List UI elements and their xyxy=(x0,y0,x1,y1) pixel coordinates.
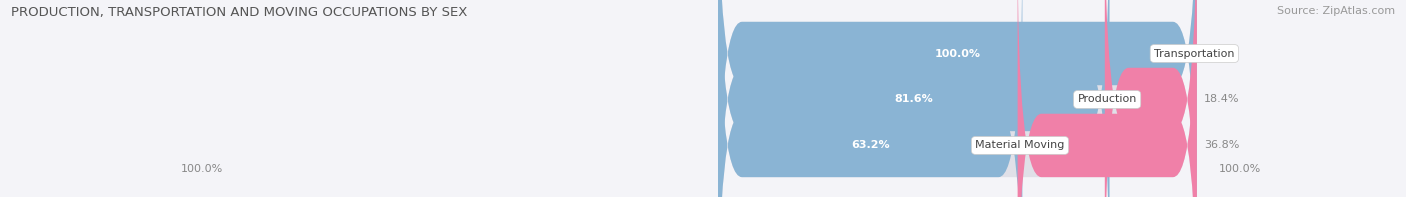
FancyBboxPatch shape xyxy=(718,0,1197,197)
Text: 81.6%: 81.6% xyxy=(894,95,934,104)
FancyBboxPatch shape xyxy=(718,0,1197,197)
Text: Transportation: Transportation xyxy=(1154,48,1234,59)
FancyBboxPatch shape xyxy=(718,0,1022,197)
Text: 100.0%: 100.0% xyxy=(935,48,980,59)
Text: 100.0%: 100.0% xyxy=(1219,164,1261,174)
Text: Material Moving: Material Moving xyxy=(976,140,1064,151)
Text: 18.4%: 18.4% xyxy=(1204,95,1239,104)
Text: 36.8%: 36.8% xyxy=(1204,140,1239,151)
FancyBboxPatch shape xyxy=(718,0,1197,197)
Text: PRODUCTION, TRANSPORTATION AND MOVING OCCUPATIONS BY SEX: PRODUCTION, TRANSPORTATION AND MOVING OC… xyxy=(11,6,468,19)
Text: 63.2%: 63.2% xyxy=(851,140,890,151)
Text: Source: ZipAtlas.com: Source: ZipAtlas.com xyxy=(1277,6,1395,16)
FancyBboxPatch shape xyxy=(718,0,1197,197)
FancyBboxPatch shape xyxy=(718,0,1109,197)
Text: Production: Production xyxy=(1077,95,1137,104)
FancyBboxPatch shape xyxy=(1105,0,1197,197)
FancyBboxPatch shape xyxy=(1018,0,1197,197)
Text: 100.0%: 100.0% xyxy=(180,164,222,174)
